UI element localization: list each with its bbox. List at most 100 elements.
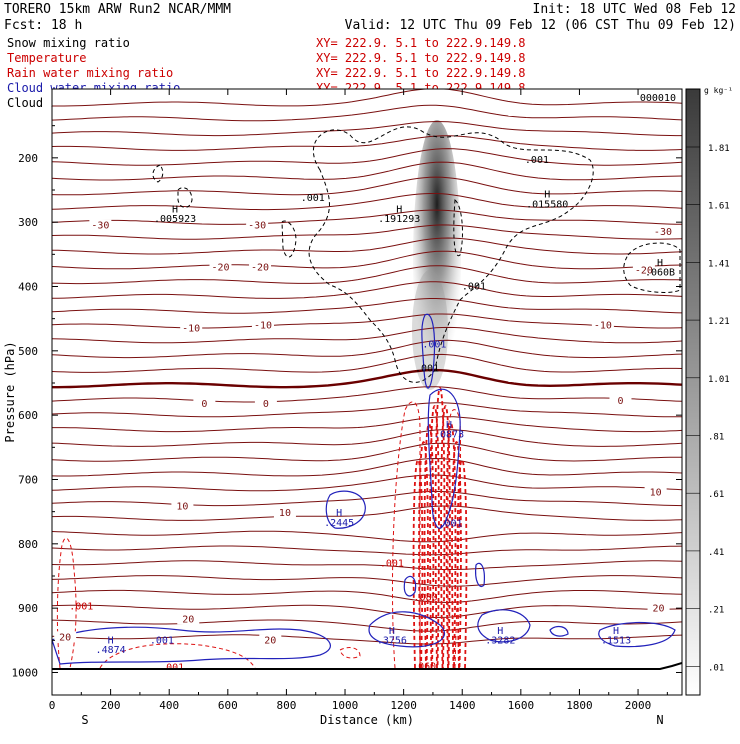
x-tick-label-8: 1600: [508, 699, 535, 712]
temp-label-bg-15: [177, 613, 200, 625]
temp-label-6: -10: [182, 324, 200, 335]
rain-contour-10: [447, 409, 462, 669]
temp-label-bg-6: [180, 322, 203, 334]
x-tick-label-0: 0: [49, 699, 56, 712]
legend-field-0: Snow mixing ratio: [7, 36, 130, 50]
isotherm-5: [52, 161, 682, 181]
field-max-labels: H.005923H.191293H.015580H.060B.001.001.0…: [69, 155, 675, 674]
terrain-line: [52, 662, 682, 670]
cloud-ice-contour-4: [177, 187, 193, 208]
forecast-hour: Fcst: 18 h: [4, 18, 82, 33]
legend-field-2: Rain water mixing ratio: [7, 66, 173, 80]
isotherm-16: [52, 326, 682, 344]
temp-label-3: -20: [211, 262, 229, 273]
temp-label-bg-11: [609, 395, 632, 407]
rain-contour-5: [440, 405, 451, 669]
colorbar-label-5: .81: [708, 433, 724, 443]
isotherm-34: [52, 604, 682, 619]
temp-label-15: 20: [182, 614, 194, 625]
field-label-15: H: [336, 508, 342, 519]
south-label: S: [81, 713, 88, 727]
temp-label-bg-12: [171, 500, 194, 512]
isotherm-19: [52, 368, 682, 389]
temp-label-17: 20: [653, 603, 665, 614]
temp-label-bg-5: [632, 264, 655, 276]
x-tick-label-7: 1400: [449, 699, 476, 712]
cloud-water-contour-3: [477, 609, 531, 643]
temp-label-bg-8: [591, 319, 614, 331]
north-label: N: [656, 713, 663, 727]
y-tick-label-8: 1000: [12, 666, 39, 679]
temp-label-bg-9: [193, 397, 216, 409]
colorbar-unit: g kg⁻¹: [704, 86, 733, 95]
cloud-water-contours: [52, 313, 676, 665]
x-tick-label-2: 400: [159, 699, 179, 712]
temp-label-7: -10: [254, 320, 272, 331]
corner-label: 000010: [640, 93, 676, 104]
field-label-2: H: [396, 205, 402, 216]
rain-contour-6: [445, 423, 457, 669]
colorbar-label-1: 1.61: [708, 202, 730, 212]
plot-area: [52, 89, 682, 695]
isotherm-4: [52, 148, 682, 166]
temp-label-13: 10: [279, 508, 291, 519]
field-label-21: .060: [412, 661, 436, 672]
field-label-4: H: [544, 190, 550, 201]
isotherm-17: [52, 339, 682, 359]
x-axis-label: Distance (km): [320, 713, 414, 727]
temp-label-bg-16: [259, 634, 282, 646]
isotherm-31: [52, 560, 682, 570]
field-label-27: .3756: [377, 636, 407, 647]
temp-label-bg-1: [246, 219, 269, 231]
temp-label-4: -20: [251, 262, 269, 273]
colorbar-label-4: 1.01: [708, 375, 730, 385]
legend-xy-0: XY= 222.9. 5.1 to 222.9.149.8: [316, 36, 526, 50]
x-axis: 0 200 400 600 800 1000 1200 1400 1600 1800 2000: [49, 89, 668, 712]
isotherm-12: [52, 265, 682, 285]
model-title: TORERO 15km ARW Run2 NCAR/MMM: [4, 2, 231, 17]
field-label-13: H: [446, 420, 452, 431]
x-tick-label-1: 200: [101, 699, 121, 712]
field-label-26: H: [389, 626, 395, 637]
cloud-water-contour-9: [475, 562, 485, 587]
isotherm-30: [52, 545, 682, 556]
cloud-water-contour-8: [549, 625, 569, 637]
temp-label-bg-18: [54, 631, 77, 643]
y-tick-label-0: 200: [18, 152, 38, 165]
field-label-24: .4874: [96, 645, 126, 656]
colorbar-label-8: .21: [708, 606, 724, 616]
field-label-19: .001: [69, 601, 93, 612]
cloud-ice-contour-3: [152, 164, 164, 183]
isotherm-11: [52, 250, 682, 270]
isotherm-2: [52, 120, 682, 137]
isotherm-22: [52, 416, 682, 433]
temp-label-2: -30: [654, 227, 672, 238]
legend-field-1: Temperature: [7, 51, 86, 65]
rain-contour-2: [423, 423, 435, 669]
isotherm-10: [52, 237, 682, 255]
rain-contour-9: [391, 401, 421, 669]
isotherm-15: [52, 313, 682, 329]
field-label-18: .001: [380, 558, 404, 569]
x-tick-label-10: 2000: [625, 699, 652, 712]
rain-contour-1: [418, 441, 429, 669]
field-label-17: .001: [438, 518, 462, 529]
isotherm-1: [52, 104, 682, 122]
y-axis-label: Pressure (hPa): [3, 341, 17, 442]
field-label-12: .001: [422, 340, 446, 351]
x-tick-label-4: 800: [276, 699, 296, 712]
isotherm-3: [52, 135, 682, 151]
y-tick-label-5: 700: [18, 473, 38, 486]
isotherm-28: [52, 505, 682, 521]
cloud-water-contour-0: [52, 626, 331, 665]
isotherm-9: [52, 224, 682, 240]
field-label-16: .2445: [324, 518, 354, 529]
y-tick-label-4: 600: [18, 409, 38, 422]
isotherm-20: [52, 386, 682, 403]
isotherm-23: [52, 429, 682, 447]
isotherm-36: [52, 634, 682, 645]
cloud-water-contour-1: [325, 490, 366, 529]
isotherm-27: [52, 490, 682, 507]
